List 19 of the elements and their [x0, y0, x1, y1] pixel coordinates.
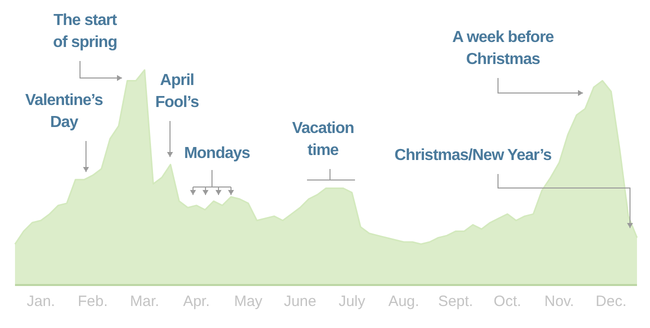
- annotation: Mondays: [184, 145, 251, 162]
- x-tick-label: Aug.: [388, 293, 420, 310]
- annotation: Vacation time: [292, 120, 354, 159]
- x-tick-label: Dec.: [596, 293, 627, 310]
- annotation: Valentine’s Day: [25, 92, 104, 131]
- x-tick-label: Nov.: [544, 293, 574, 310]
- text: A week before Christmas: [452, 29, 554, 68]
- x-tick-label: Feb.: [78, 293, 108, 310]
- x-tick-label: Sept.: [438, 293, 474, 310]
- annotation: Christmas/New Year’s: [394, 147, 552, 164]
- x-tick-label: Apr.: [183, 293, 210, 310]
- x-tick-label: July: [338, 293, 366, 310]
- x-tick-label: June: [284, 293, 316, 310]
- x-tick-label: Mar.: [130, 293, 160, 310]
- annotation: April Fool’s: [155, 72, 200, 111]
- x-tick-label: Jan.: [26, 293, 56, 310]
- text: The start of spring: [53, 12, 118, 51]
- x-tick-label: May: [234, 293, 263, 310]
- x-tick-label: Oct.: [494, 293, 522, 310]
